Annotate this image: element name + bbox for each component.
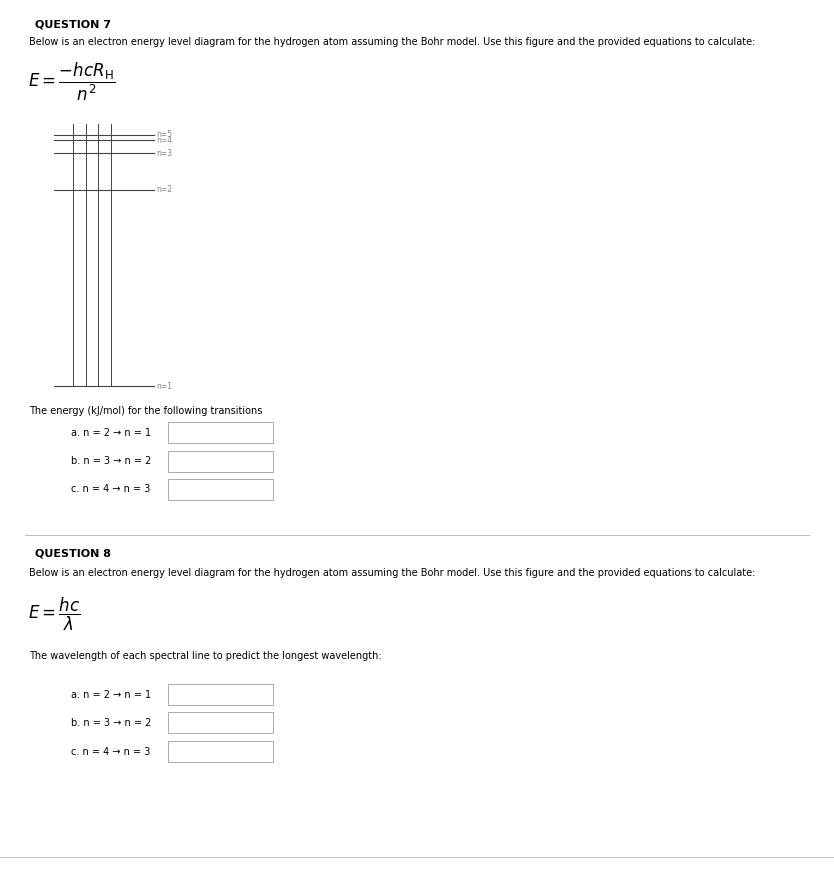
Text: n=3: n=3: [156, 149, 172, 157]
Text: Below is an electron energy level diagram for the hydrogen atom assuming the Boh: Below is an electron energy level diagra…: [29, 568, 756, 578]
Text: a. n = 2 → n = 1: a. n = 2 → n = 1: [71, 427, 151, 438]
Text: b. n = 3 → n = 2: b. n = 3 → n = 2: [71, 456, 151, 467]
Text: The energy (kJ/mol) for the following transitions: The energy (kJ/mol) for the following tr…: [29, 406, 263, 416]
Text: n=2: n=2: [156, 185, 172, 194]
FancyBboxPatch shape: [168, 712, 273, 733]
Text: QUESTION 7: QUESTION 7: [35, 19, 111, 29]
FancyBboxPatch shape: [168, 451, 273, 472]
Text: n=5: n=5: [156, 130, 172, 139]
Text: a. n = 2 → n = 1: a. n = 2 → n = 1: [71, 690, 151, 700]
Text: $E = \dfrac{-hcR_\mathrm{H}}{n^2}$: $E = \dfrac{-hcR_\mathrm{H}}{n^2}$: [28, 61, 115, 103]
FancyBboxPatch shape: [168, 422, 273, 443]
FancyBboxPatch shape: [168, 479, 273, 500]
Text: b. n = 3 → n = 2: b. n = 3 → n = 2: [71, 718, 151, 728]
FancyBboxPatch shape: [168, 741, 273, 762]
Text: QUESTION 8: QUESTION 8: [35, 549, 111, 558]
Text: $E = \dfrac{hc}{\lambda}$: $E = \dfrac{hc}{\lambda}$: [28, 596, 80, 634]
Text: Below is an electron energy level diagram for the hydrogen atom assuming the Boh: Below is an electron energy level diagra…: [29, 37, 756, 46]
FancyBboxPatch shape: [168, 684, 273, 705]
Text: n=1: n=1: [156, 382, 172, 391]
Text: n=4: n=4: [156, 136, 172, 145]
Text: The wavelength of each spectral line to predict the longest wavelength:: The wavelength of each spectral line to …: [29, 651, 382, 661]
Text: c. n = 4 → n = 3: c. n = 4 → n = 3: [71, 484, 150, 495]
Text: c. n = 4 → n = 3: c. n = 4 → n = 3: [71, 746, 150, 757]
